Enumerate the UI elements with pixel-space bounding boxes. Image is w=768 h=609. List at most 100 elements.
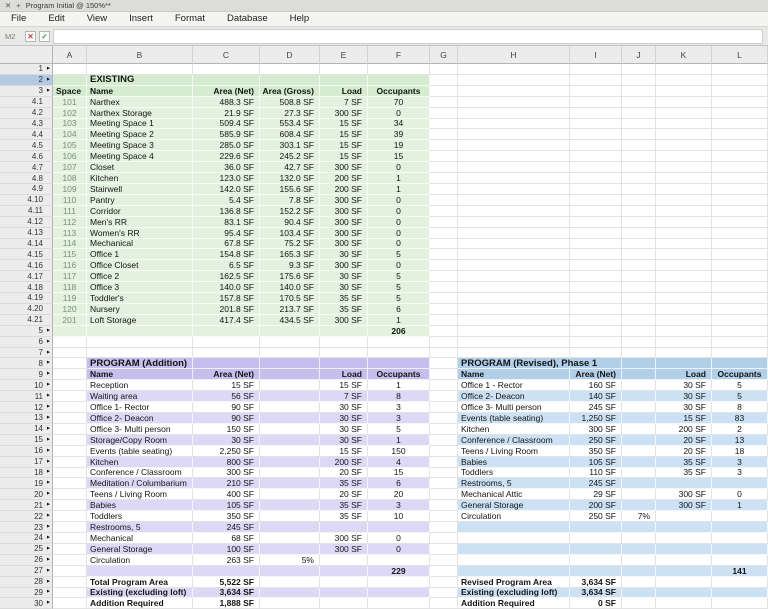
cell-C25[interactable]: 100 SF (193, 543, 260, 555)
cell-I4.9[interactable] (570, 183, 622, 195)
cell-J2[interactable] (622, 74, 656, 86)
cell-C4.21[interactable]: 417.4 SF (193, 314, 260, 326)
cell-B4.18[interactable]: Office 3 (87, 282, 193, 294)
cell-I4.14[interactable] (570, 238, 622, 250)
row-header-20[interactable]: 20 ► (0, 489, 53, 501)
cell-K1[interactable] (656, 64, 712, 75)
cell-F17[interactable]: 4 (368, 456, 430, 468)
cell-B7[interactable] (87, 347, 193, 359)
cell-E4.18[interactable]: 30 SF (320, 282, 368, 294)
menu-format[interactable]: Format (174, 13, 205, 24)
cell-B4.16[interactable]: Office Closet (87, 260, 193, 272)
cell-F19[interactable]: 6 (368, 478, 430, 490)
cell-A4.4[interactable]: 104 (53, 129, 87, 141)
cell-G26[interactable] (430, 554, 458, 566)
cell-A9[interactable] (53, 369, 87, 381)
cell-E21[interactable]: 35 SF (320, 500, 368, 512)
cell-G21[interactable] (430, 500, 458, 512)
cell-E5[interactable] (320, 325, 368, 337)
cell-B4.2[interactable]: Narthex Storage (87, 107, 193, 119)
cell-F7[interactable] (368, 347, 430, 359)
cell-B30[interactable]: Addition Required (87, 598, 193, 609)
cell-A4.19[interactable]: 119 (53, 293, 87, 304)
cell-D2[interactable] (260, 74, 320, 86)
cell-A4.1[interactable]: 101 (53, 96, 87, 108)
row-header-29[interactable]: 29 ► (0, 587, 53, 599)
row-header-4.9[interactable]: 4.9 (0, 183, 53, 195)
cell-L4.8[interactable] (712, 173, 768, 184)
cell-F1[interactable] (368, 64, 430, 75)
cell-E20[interactable]: 20 SF (320, 489, 368, 501)
cell-E24[interactable]: 300 SF (320, 532, 368, 544)
cell-H4.20[interactable] (458, 303, 570, 315)
row-header-14[interactable]: 14 ► (0, 423, 53, 435)
row-group-marker-icon[interactable]: ► (46, 479, 51, 486)
cell-I14[interactable]: 300 SF (570, 423, 622, 435)
cell-J4.2[interactable] (622, 107, 656, 119)
cell-F25[interactable]: 0 (368, 543, 430, 555)
cell-I30[interactable]: 0 SF (570, 598, 622, 609)
cell-I4.8[interactable] (570, 173, 622, 184)
cell-B4.12[interactable]: Men's RR (87, 216, 193, 228)
cell-C18[interactable]: 300 SF (193, 467, 260, 479)
cell-D29[interactable] (260, 587, 320, 599)
cell-A30[interactable] (53, 598, 87, 609)
cell-K25[interactable] (656, 543, 712, 555)
row-group-marker-icon[interactable]: ► (46, 534, 51, 541)
cell-F6[interactable] (368, 336, 430, 348)
row-group-marker-icon[interactable]: ► (46, 414, 51, 421)
cell-I6[interactable] (570, 336, 622, 348)
cell-C4.16[interactable]: 6.5 SF (193, 260, 260, 272)
cell-J4.4[interactable] (622, 129, 656, 141)
row-header-27[interactable]: 27 ► (0, 565, 53, 577)
cell-G4.16[interactable] (430, 260, 458, 272)
cell-H2[interactable] (458, 74, 570, 86)
cell-A26[interactable] (53, 554, 87, 566)
cell-A27[interactable] (53, 565, 87, 577)
cell-B4.9[interactable]: Stairwell (87, 183, 193, 195)
cell-I4.21[interactable] (570, 314, 622, 326)
cell-H10[interactable]: Office 1 - Rector (458, 380, 570, 392)
row-header-13[interactable]: 13 ► (0, 413, 53, 424)
row-header-16[interactable]: 16 ► (0, 445, 53, 457)
cell-C29[interactable]: 3,634 SF (193, 587, 260, 599)
cell-D30[interactable] (260, 598, 320, 609)
cell-J4.21[interactable] (622, 314, 656, 326)
row-header-25[interactable]: 25 ► (0, 543, 53, 555)
cell-F20[interactable]: 20 (368, 489, 430, 501)
cell-K18[interactable]: 35 SF (656, 467, 712, 479)
row-header-15[interactable]: 15 ► (0, 434, 53, 446)
cell-A11[interactable] (53, 391, 87, 403)
cell-B3[interactable]: Name (87, 85, 193, 97)
cell-G4.4[interactable] (430, 129, 458, 141)
cell-L13[interactable]: 83 (712, 413, 768, 424)
cell-G7[interactable] (430, 347, 458, 359)
cell-C4.3[interactable]: 509.4 SF (193, 118, 260, 130)
row-header-4.2[interactable]: 4.2 (0, 107, 53, 119)
cell-L26[interactable] (712, 554, 768, 566)
cell-H4.10[interactable] (458, 194, 570, 206)
row-header-9[interactable]: 9 ► (0, 369, 53, 381)
cell-A4.16[interactable]: 116 (53, 260, 87, 272)
cell-L4.5[interactable] (712, 140, 768, 152)
cell-G4.21[interactable] (430, 314, 458, 326)
cell-E17[interactable]: 200 SF (320, 456, 368, 468)
cell-K23[interactable] (656, 522, 712, 533)
menu-database[interactable]: Database (226, 13, 268, 24)
row-header-4.6[interactable]: 4.6 (0, 151, 53, 163)
cell-C4.19[interactable]: 157.8 SF (193, 293, 260, 304)
cell-B10[interactable]: Reception (87, 380, 193, 392)
cell-K8[interactable] (656, 358, 712, 370)
cell-I23[interactable] (570, 522, 622, 533)
cell-F4.14[interactable]: 0 (368, 238, 430, 250)
cell-L4.9[interactable] (712, 183, 768, 195)
row-header-5[interactable]: 5 ► (0, 325, 53, 337)
cell-H24[interactable] (458, 532, 570, 544)
row-header-4.11[interactable]: 4.11 (0, 205, 53, 217)
cell-J24[interactable] (622, 532, 656, 544)
cell-A4.5[interactable]: 105 (53, 140, 87, 152)
cell-K15[interactable]: 20 SF (656, 434, 712, 446)
cell-A7[interactable] (53, 347, 87, 359)
row-group-marker-icon[interactable]: ► (46, 403, 51, 410)
cell-L22[interactable] (712, 511, 768, 523)
